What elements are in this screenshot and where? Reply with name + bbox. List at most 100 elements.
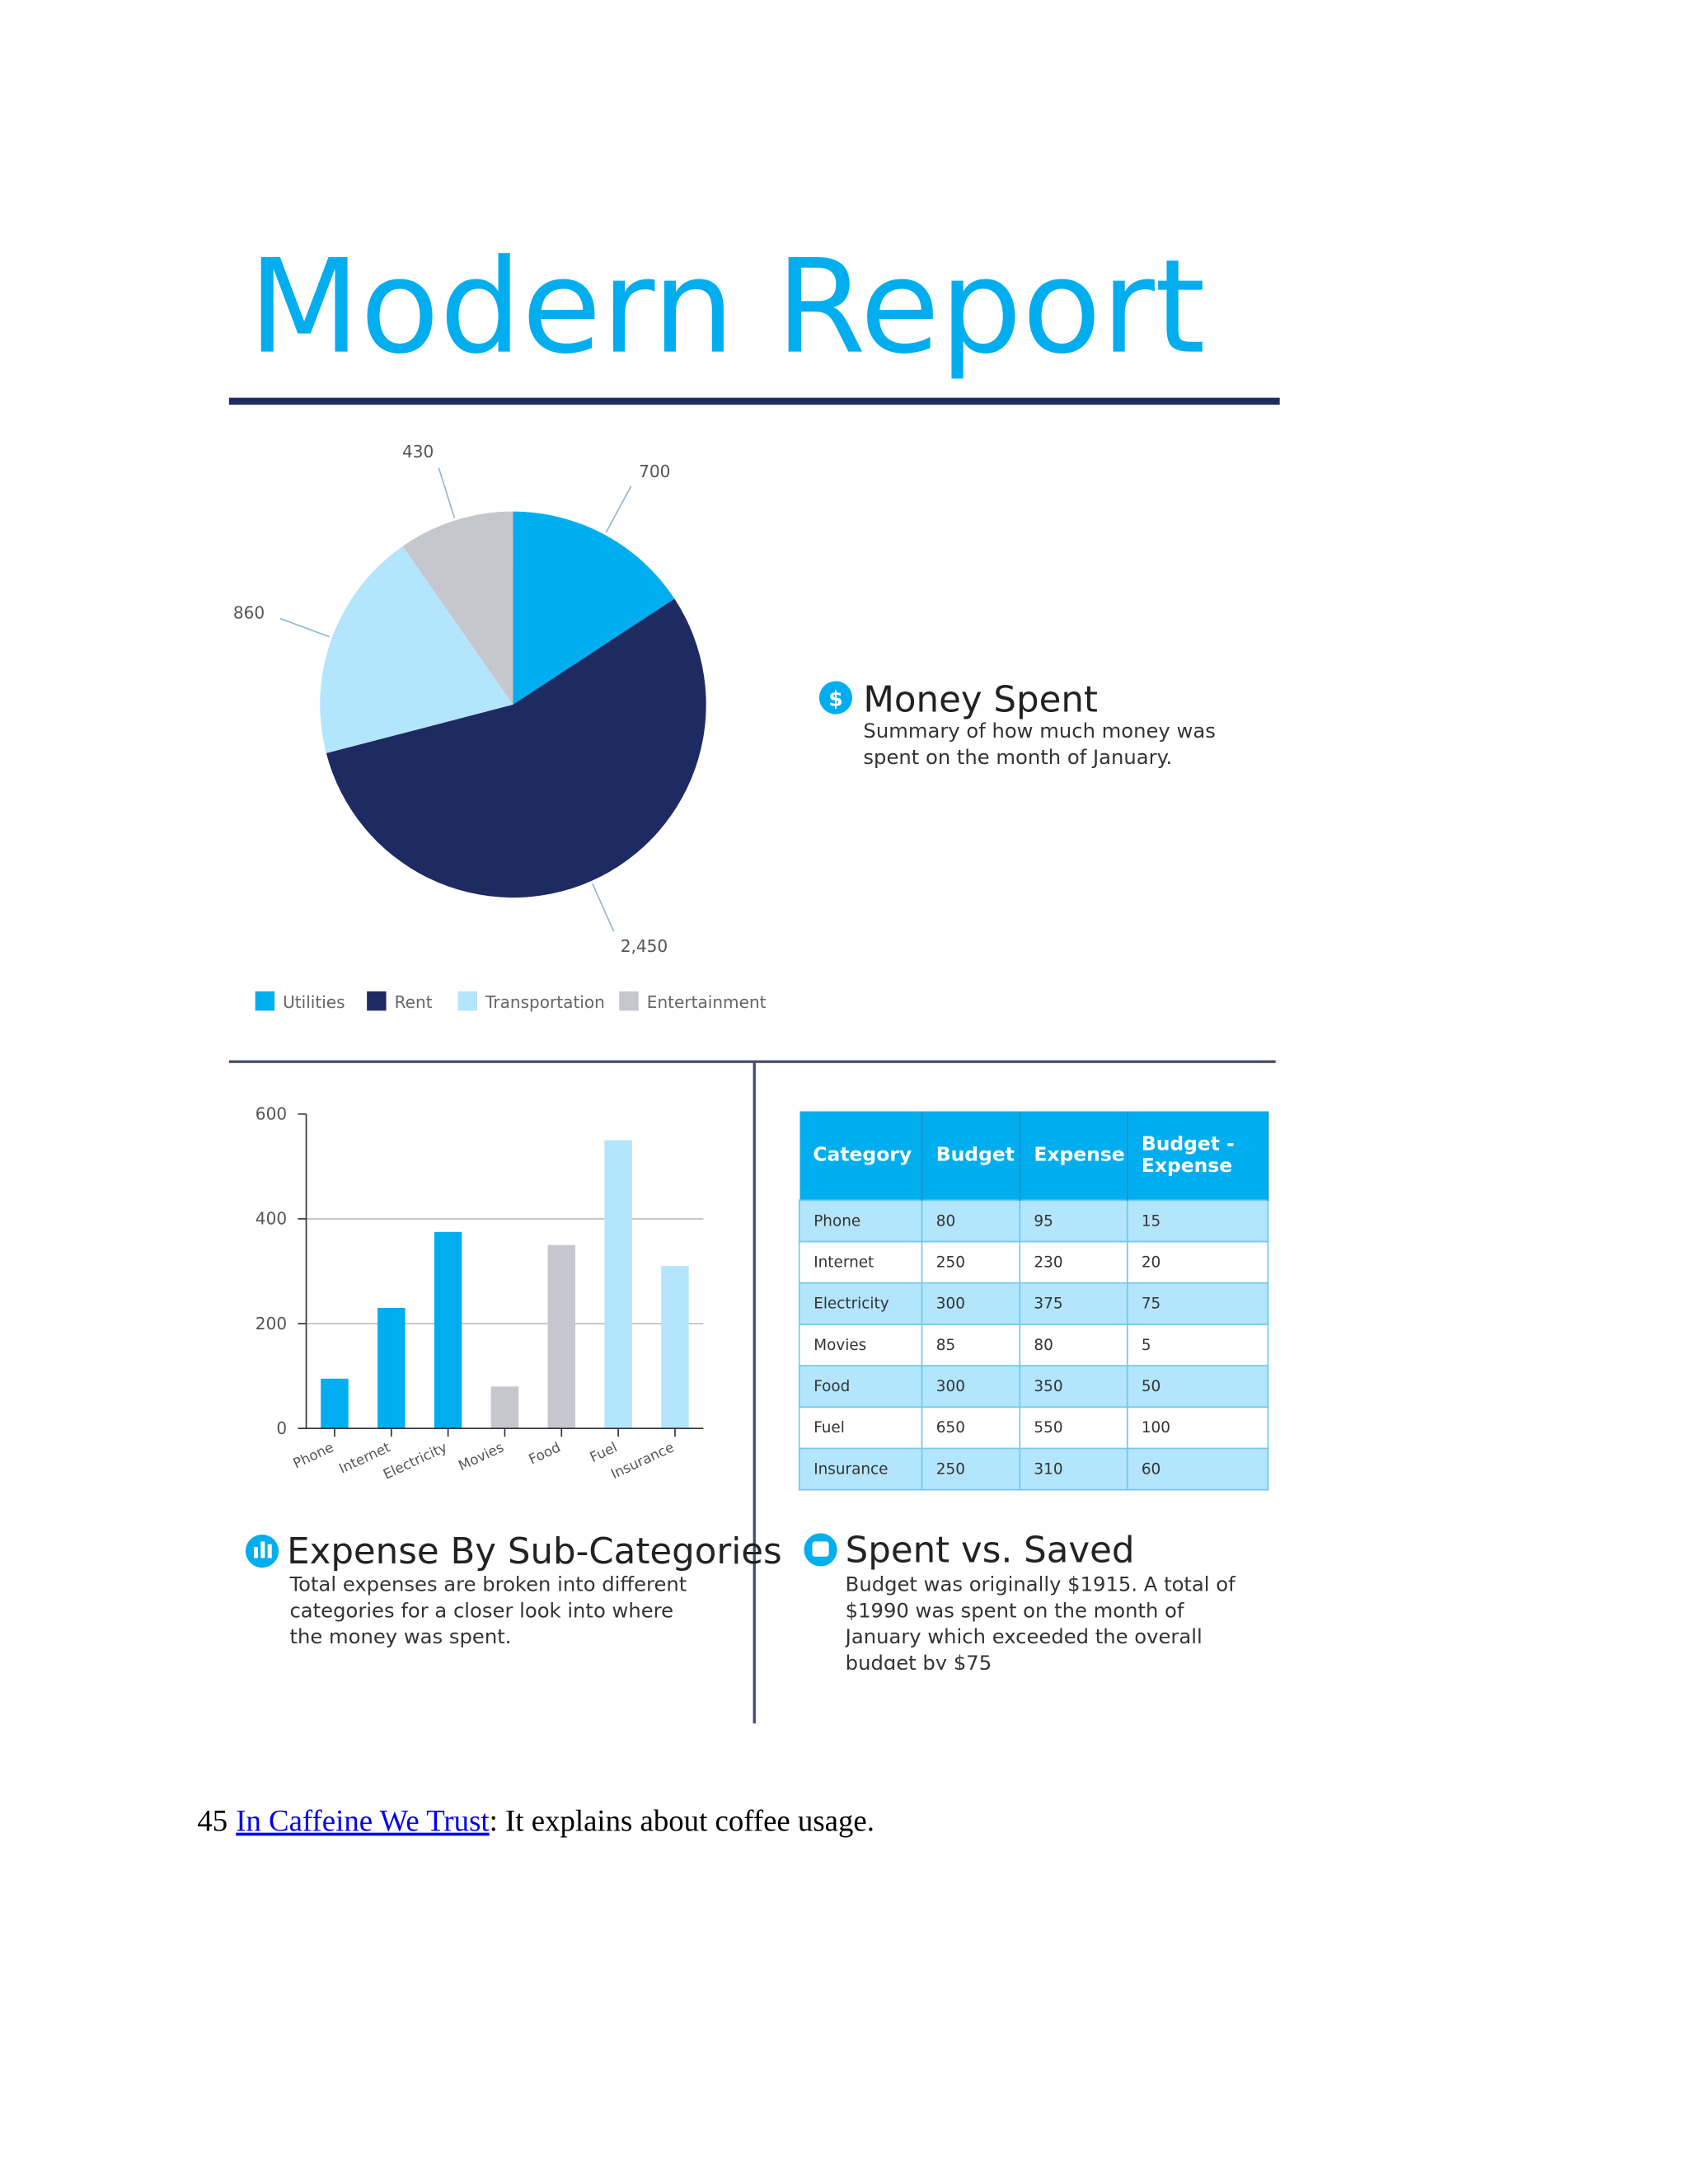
table-cell: Fuel [798,1406,923,1450]
data-label: 430 [402,442,434,462]
legend-swatch [367,991,387,1011]
legend-label: Entertainment [647,992,767,1012]
footer-text: : It explains about coffee usage. [490,1804,874,1838]
table-cell: Food [798,1365,923,1408]
leader-line [605,485,632,533]
y-tick-label: 0 [276,1418,287,1438]
leader-line [279,617,330,638]
table-cell: 300 [921,1365,1020,1408]
table-cell: 75 [1126,1282,1269,1325]
table-cell: 5 [1126,1324,1269,1366]
footer-link[interactable]: In Caffeine We Trust [236,1804,489,1838]
x-tick-label: Insurance [608,1438,677,1482]
icon-glyph [267,1544,272,1558]
icon-glyph [812,1541,829,1557]
table-row: Electricity 300 375 75 [798,1282,1269,1325]
table-cell: 80 [1018,1324,1128,1366]
bar [490,1386,519,1429]
table-cell: 350 [1018,1365,1128,1408]
table-cell: Movies [798,1324,923,1366]
table-cell: 60 [1126,1447,1269,1491]
header-cell: Budget [921,1111,1020,1201]
header-cell: Category [799,1111,923,1201]
table-cell: 15 [1126,1199,1269,1243]
pie-slice [513,511,675,705]
section-title: Spent vs. Saved [846,1530,1135,1571]
section-text: Budget was originally $1915. A total of … [845,1574,1236,1670]
table-cell: 100 [1126,1406,1269,1450]
table-cell: 50 [1126,1365,1269,1408]
footer-number: 45 [197,1804,227,1838]
table-cell: Internet [798,1240,923,1284]
legend-swatch [255,991,275,1011]
table-cell: Electricity [798,1282,923,1325]
table-row: Movies 85 80 5 [798,1324,1269,1366]
section-title: Money Spent [863,679,1098,720]
table-row: Food 300 350 50 [798,1365,1269,1408]
table-cell: 95 [1018,1199,1128,1243]
pie-slice [320,546,513,753]
bar [377,1307,406,1429]
bar [321,1378,349,1429]
table-cell: 550 [1018,1406,1128,1450]
section-text: Total expenses are broken into different… [289,1574,687,1649]
y-tick-label: 200 [256,1314,287,1333]
legend-label: Utilities [283,992,345,1012]
bar [434,1231,462,1429]
table-header: Category Budget Expense Budget - Expense [799,1111,1269,1201]
icon [818,681,853,715]
icon-glyph [253,1547,258,1558]
data-label: 700 [639,462,670,481]
data-label: 860 [233,602,265,622]
table-cell: 250 [921,1447,1020,1491]
section-text: Total expenses are broken into different… [289,1574,687,1649]
x-tick-label: Food [526,1438,563,1467]
budget-table: Category Budget Expense Budget - Expense Ph… [798,1111,1269,1491]
table-cell: 310 [1018,1447,1128,1491]
table-cell: 650 [921,1406,1020,1450]
table-row: Insurance 250 310 60 [798,1447,1269,1491]
pie-slice [326,598,706,898]
bar [661,1266,689,1429]
leader-line [592,883,615,932]
table-cell: 250 [921,1240,1020,1284]
table-cell: 375 [1018,1282,1128,1325]
bar [547,1244,576,1429]
header-cell: Budget - Expense [1127,1111,1269,1201]
table-row: Phone 80 95 15 [798,1199,1269,1243]
header-cell: Expense [1019,1111,1128,1201]
title: Modern Report [248,232,1205,383]
pie-slice [402,511,513,705]
table-cell: 80 [921,1199,1020,1243]
x-tick-label: Electricity [381,1438,450,1482]
leader-line [438,467,456,518]
legend-label: Transportation [485,992,605,1012]
section-title: Expense By Sub-Categories [287,1531,782,1572]
footer: 45 In Caffeine We Trust: It explains abou… [197,1804,874,1838]
x-tick-label: Phone [290,1438,335,1471]
data-label: 2,450 [621,936,668,956]
y-tick-label: 400 [256,1209,287,1229]
section-text: Summary of how much money was spent on t… [863,720,1216,770]
bar [604,1140,632,1429]
legend-swatch [457,991,477,1011]
legend-label: Rent [395,992,433,1012]
table-row: Internet 250 230 20 [798,1240,1269,1284]
icon-glyph: $ [828,687,842,711]
table-cell: 230 [1018,1240,1128,1284]
table-cell: 20 [1126,1240,1269,1284]
y-tick-label: 600 [256,1104,287,1123]
table-body: Phone 80 95 15 Internet 250 230 20 Electricity 30… [798,1199,1269,1491]
icon-glyph [260,1541,265,1558]
section-text: Summary of how much money was spent on t… [863,720,1216,770]
legend-swatch [619,991,639,1011]
x-tick-label: Movies [456,1438,506,1474]
table-cell: 85 [921,1324,1020,1366]
table-wrap: Category Budget Expense Budget - Expense Ph… [798,1111,1269,1491]
table-cell: Phone [798,1199,923,1243]
section-text: Budget was originally $1915. A total of … [845,1574,1236,1670]
x-tick-label: Fuel [587,1438,619,1465]
table-row: Fuel 650 550 100 [798,1406,1269,1450]
